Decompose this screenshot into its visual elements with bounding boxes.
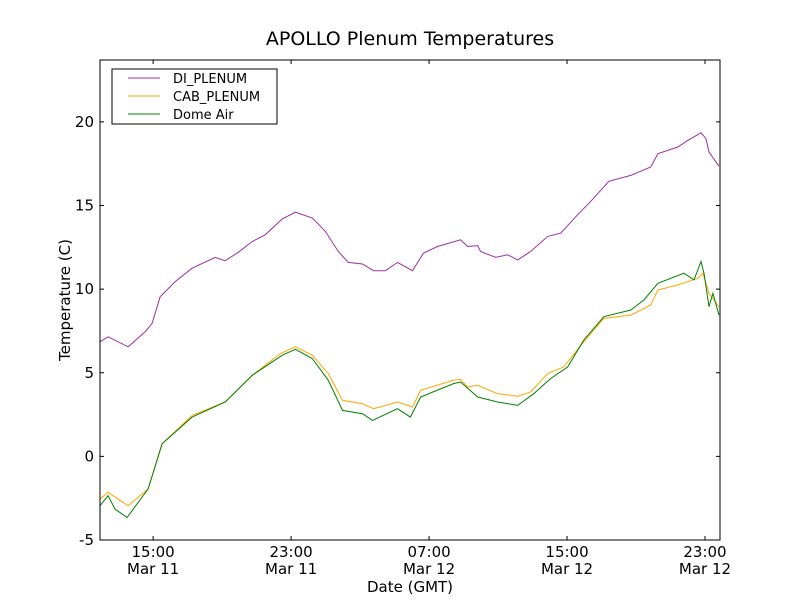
series-line-di-plenum bbox=[99, 132, 720, 348]
x-tick-label-time: 15:00 bbox=[132, 543, 175, 561]
x-tick-label-date: Mar 11 bbox=[127, 560, 179, 578]
series-layer bbox=[99, 132, 720, 519]
y-tick-label: 10 bbox=[75, 280, 94, 298]
legend-label: CAB_PLENUM bbox=[173, 90, 260, 105]
chart-title: APOLLO Plenum Temperatures bbox=[266, 28, 554, 50]
x-tick-label-time: 15:00 bbox=[545, 543, 588, 561]
y-tick-label: 20 bbox=[75, 113, 94, 131]
x-tick-label-date: Mar 12 bbox=[403, 560, 455, 578]
x-tick-label-date: Mar 12 bbox=[679, 560, 731, 578]
legend-label: Dome Air bbox=[173, 108, 234, 123]
y-tick-label: -5 bbox=[79, 531, 94, 549]
legend: DI_PLENUM CAB_PLENUM Dome Air bbox=[111, 68, 278, 125]
x-tick-label-time: 23:00 bbox=[683, 543, 726, 561]
x-tick-label-time: 23:00 bbox=[269, 543, 312, 561]
x-tick-label-time: 07:00 bbox=[407, 543, 450, 561]
series-line-cab-plenum bbox=[99, 272, 720, 507]
x-tick-label-date: Mar 12 bbox=[541, 560, 593, 578]
legend-label: DI_PLENUM bbox=[173, 72, 247, 87]
x-tick-label-date: Mar 11 bbox=[265, 560, 317, 578]
y-tick-label: 15 bbox=[75, 197, 94, 215]
y-tick-label: 5 bbox=[84, 364, 94, 382]
x-axis-label: Date (GMT) bbox=[367, 578, 453, 596]
y-axis-label: Temperature (C) bbox=[56, 239, 74, 362]
y-tick-label: 0 bbox=[84, 447, 94, 465]
series-line-dome-air bbox=[99, 259, 720, 519]
plot-frame bbox=[99, 59, 721, 541]
